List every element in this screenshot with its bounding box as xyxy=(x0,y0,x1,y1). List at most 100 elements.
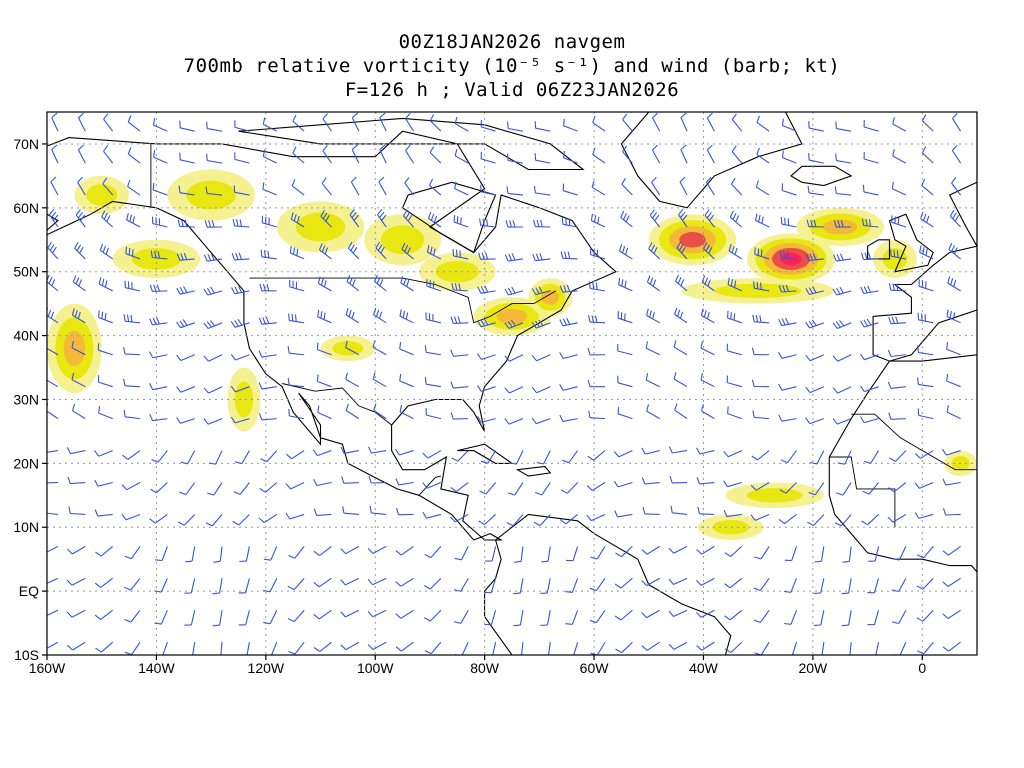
barb-shaft xyxy=(863,126,879,132)
wind-barb xyxy=(863,450,879,464)
wind-barb xyxy=(203,386,223,394)
barb-feather xyxy=(373,274,378,282)
barb-feather xyxy=(203,288,209,296)
barb-feather xyxy=(237,319,243,326)
barb-feather xyxy=(841,592,849,595)
wind-barb xyxy=(668,609,688,618)
barb-feather xyxy=(890,249,892,257)
barb-feather xyxy=(809,461,818,465)
barb-feather xyxy=(613,451,620,458)
wind-barb xyxy=(921,146,934,164)
barb-shaft xyxy=(701,641,715,651)
wind-barb xyxy=(203,418,223,425)
barb-feather xyxy=(263,589,271,593)
barb-shaft xyxy=(848,610,852,626)
barb-feather xyxy=(123,346,126,355)
barb-shaft xyxy=(47,641,59,649)
barb-shaft xyxy=(890,322,906,325)
wind-barb xyxy=(177,219,195,228)
wind-barb xyxy=(77,176,86,196)
wind-barb xyxy=(179,120,195,132)
wind-barb xyxy=(101,210,114,228)
barb-feather xyxy=(559,414,564,422)
wind-barb xyxy=(373,403,387,420)
barb-feather xyxy=(815,657,822,658)
barb-feather xyxy=(812,286,817,294)
barb-shaft xyxy=(589,321,606,324)
barb-shaft xyxy=(180,322,195,329)
wind-barb xyxy=(312,449,332,457)
barb-feather xyxy=(755,180,759,188)
barb-shaft xyxy=(460,610,469,624)
barb-feather xyxy=(71,308,75,316)
wind-barb xyxy=(95,641,114,653)
vorticity-contour xyxy=(496,308,528,324)
barb-feather xyxy=(839,319,845,327)
barb-shaft xyxy=(127,121,141,132)
barb-feather xyxy=(805,253,810,261)
barb-shaft xyxy=(156,482,168,494)
barb-feather xyxy=(778,318,783,326)
barb-feather xyxy=(559,384,564,391)
barb-feather xyxy=(892,283,895,291)
lat-tick-label: 60N xyxy=(13,200,39,216)
barb-shaft xyxy=(373,409,387,420)
barb-feather xyxy=(836,253,841,261)
wind-barb xyxy=(917,641,934,655)
barb-shaft xyxy=(100,577,113,588)
lat-tick-label: 50N xyxy=(13,264,39,280)
barb-feather xyxy=(895,283,899,291)
barb-feather xyxy=(424,650,432,655)
barb-shaft xyxy=(892,188,907,196)
barb-feather xyxy=(896,250,899,258)
wind-barb xyxy=(646,275,661,292)
barb-shaft xyxy=(320,216,332,228)
wind-barb xyxy=(561,217,578,228)
barb-feather xyxy=(704,277,709,285)
barb-feather xyxy=(889,457,896,462)
barb-shaft xyxy=(207,290,223,296)
title-line-valid-time: F=126 h ; Valid 06Z23JAN2026 xyxy=(344,79,680,101)
barb-feather xyxy=(373,307,377,315)
barb-shaft xyxy=(400,282,414,292)
barb-feather xyxy=(341,476,345,484)
barb-feather xyxy=(562,459,569,464)
barb-feather xyxy=(678,244,684,251)
barb-feather xyxy=(840,220,844,228)
barb-feather xyxy=(723,450,729,458)
barb-feather xyxy=(340,548,347,555)
barb-feather xyxy=(149,518,156,524)
barb-feather xyxy=(758,214,761,223)
wind-barb xyxy=(262,182,277,196)
barb-feather xyxy=(234,320,239,327)
wind-barb xyxy=(153,150,168,164)
wind-barbs xyxy=(47,112,962,658)
wind-barb xyxy=(755,213,770,228)
wind-barb xyxy=(621,178,633,196)
wind-barb xyxy=(124,641,141,655)
barb-shaft xyxy=(70,512,86,516)
wind-barb xyxy=(291,179,305,196)
barb-feather xyxy=(917,650,924,655)
barb-feather xyxy=(809,253,813,261)
wind-barb xyxy=(78,112,86,132)
barb-shaft xyxy=(848,578,852,594)
wind-barb xyxy=(424,609,442,622)
barb-feather xyxy=(51,144,58,150)
barb-shaft xyxy=(125,513,141,521)
barb-shaft xyxy=(891,221,907,228)
barb-shaft xyxy=(863,418,879,424)
barb-shaft xyxy=(790,578,797,593)
barb-feather xyxy=(784,217,786,225)
wind-barb xyxy=(892,641,907,655)
wind-barb xyxy=(696,545,715,555)
barb-shaft xyxy=(874,546,880,562)
barb-feather xyxy=(77,176,83,183)
wind-barb xyxy=(123,409,141,420)
lon-tick-label: 80W xyxy=(470,660,500,676)
barb-shaft xyxy=(808,258,824,262)
wind-barb xyxy=(480,119,496,132)
wind-barb xyxy=(451,282,469,292)
wind-barb xyxy=(149,284,168,293)
